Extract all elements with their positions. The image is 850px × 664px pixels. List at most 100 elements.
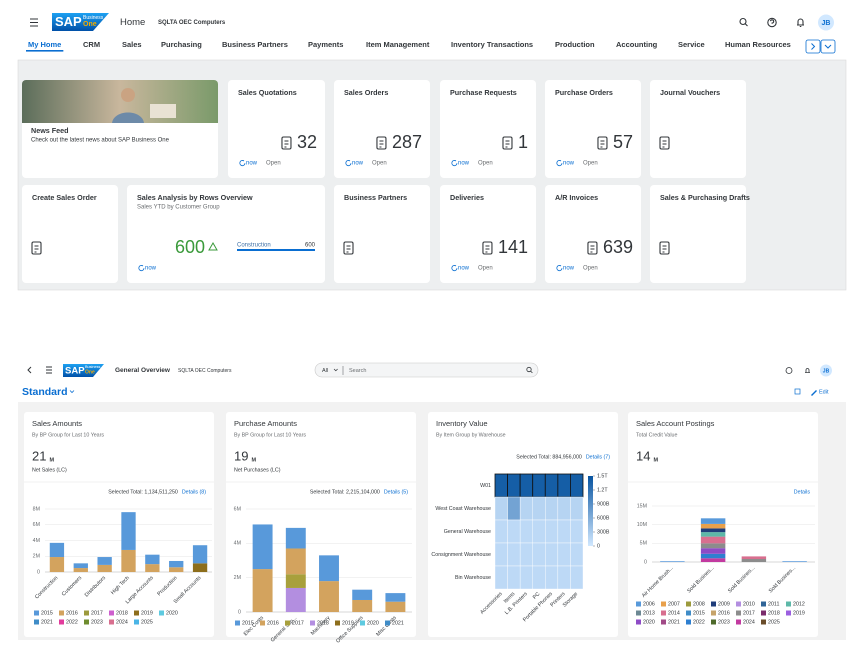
legend-label[interactable]: 2016 bbox=[66, 610, 78, 616]
bar-segment[interactable] bbox=[74, 568, 88, 572]
bar-segment[interactable] bbox=[701, 554, 725, 558]
notification-icon[interactable] bbox=[797, 19, 804, 27]
legend-label[interactable]: 2010 bbox=[743, 601, 755, 607]
tile[interactable]: Deliveries141nowOpen bbox=[440, 185, 536, 283]
tile[interactable]: Sales Orders287nowOpen bbox=[334, 80, 430, 178]
bar-segment[interactable] bbox=[701, 558, 725, 562]
legend-label[interactable]: 2023 bbox=[91, 619, 103, 625]
search-scope[interactable]: All bbox=[322, 368, 328, 374]
legend-label[interactable]: 2022 bbox=[66, 619, 78, 625]
tile-action[interactable]: Open bbox=[478, 266, 493, 272]
legend-label[interactable]: 2020 bbox=[643, 619, 655, 625]
bar-segment[interactable] bbox=[286, 574, 306, 588]
legend-label[interactable]: 2016 bbox=[718, 610, 730, 616]
card-title[interactable]: Sales Amounts bbox=[32, 419, 82, 428]
bar-segment[interactable] bbox=[145, 555, 159, 564]
bar-segment[interactable] bbox=[253, 569, 273, 612]
bar-segment[interactable] bbox=[352, 600, 372, 612]
heatmap-cell[interactable] bbox=[508, 543, 521, 566]
legend-label[interactable]: 2012 bbox=[793, 601, 805, 607]
legend-label[interactable]: 2021 bbox=[668, 619, 680, 625]
bar-segment[interactable] bbox=[782, 561, 806, 562]
bar-segment[interactable] bbox=[121, 550, 135, 572]
heatmap-cell[interactable] bbox=[558, 520, 571, 543]
bar-segment[interactable] bbox=[385, 602, 405, 612]
legend-label[interactable]: 2019 bbox=[141, 610, 153, 616]
legend-label[interactable]: 2020 bbox=[166, 610, 178, 616]
heatmap-cell[interactable] bbox=[495, 497, 508, 520]
bar-segment[interactable] bbox=[701, 518, 725, 524]
legend-label[interactable]: 2017 bbox=[743, 610, 755, 616]
bar-segment[interactable] bbox=[319, 581, 339, 612]
heatmap-cell[interactable] bbox=[545, 497, 558, 520]
bar-segment[interactable] bbox=[701, 528, 725, 532]
tile-action[interactable]: Open bbox=[583, 161, 598, 167]
heatmap-cell[interactable] bbox=[508, 474, 521, 497]
legend-label[interactable]: 2006 bbox=[643, 601, 655, 607]
tab[interactable]: Item Management bbox=[366, 40, 430, 49]
legend-label[interactable]: 2016 bbox=[267, 620, 279, 626]
tile[interactable]: Sales & Purchasing Drafts bbox=[650, 185, 750, 283]
refresh-time[interactable]: now bbox=[458, 161, 470, 167]
tab[interactable]: CRM bbox=[83, 40, 100, 49]
tile[interactable]: Sales Analysis by Rows OverviewSales YTD… bbox=[127, 185, 325, 283]
tile[interactable]: Purchase Orders57nowOpen bbox=[545, 80, 641, 178]
legend-label[interactable]: 2025 bbox=[768, 619, 780, 625]
legend-label[interactable]: 2018 bbox=[116, 610, 128, 616]
tab[interactable]: Business Partners bbox=[222, 40, 288, 49]
menu-icon[interactable] bbox=[30, 19, 38, 26]
help-icon[interactable] bbox=[786, 368, 792, 374]
card-title[interactable]: Sales Account Postings bbox=[636, 419, 715, 428]
bar-segment[interactable] bbox=[701, 537, 725, 544]
bar-segment[interactable] bbox=[286, 528, 306, 549]
tab[interactable]: Inventory Transactions bbox=[451, 40, 533, 49]
legend-label[interactable]: 2013 bbox=[643, 610, 655, 616]
tile[interactable]: A/R Invoices639nowOpen bbox=[545, 185, 641, 283]
bar-segment[interactable] bbox=[253, 524, 273, 569]
tab[interactable]: Human Resources bbox=[725, 40, 791, 49]
legend-label[interactable]: 2021 bbox=[392, 620, 404, 626]
legend-label[interactable]: 2023 bbox=[718, 619, 730, 625]
bar-segment[interactable] bbox=[701, 524, 725, 528]
bar-segment[interactable] bbox=[145, 564, 159, 572]
heatmap-cell[interactable] bbox=[520, 474, 533, 497]
tile[interactable]: Journal Vouchers bbox=[650, 80, 746, 178]
bar-segment[interactable] bbox=[742, 556, 766, 559]
legend-label[interactable]: 2022 bbox=[693, 619, 705, 625]
heatmap-cell[interactable] bbox=[558, 474, 571, 497]
tab[interactable]: Payments bbox=[308, 40, 343, 49]
heatmap-cell[interactable] bbox=[570, 474, 583, 497]
bar-segment[interactable] bbox=[169, 561, 183, 567]
heatmap-cell[interactable] bbox=[533, 566, 546, 589]
search-icon[interactable] bbox=[740, 19, 748, 27]
legend-label[interactable]: 2018 bbox=[317, 620, 329, 626]
heatmap-cell[interactable] bbox=[508, 520, 521, 543]
heatmap-cell[interactable] bbox=[520, 497, 533, 520]
bar-segment[interactable] bbox=[385, 593, 405, 602]
tile[interactable]: Create Sales Order bbox=[22, 185, 118, 283]
heatmap-cell[interactable] bbox=[520, 520, 533, 543]
tab[interactable]: Accounting bbox=[616, 40, 658, 49]
legend-label[interactable]: 2015 bbox=[41, 610, 53, 616]
heatmap-cell[interactable] bbox=[508, 497, 521, 520]
refresh-time[interactable]: now bbox=[145, 266, 157, 272]
bar-segment[interactable] bbox=[352, 590, 372, 600]
legend-label[interactable]: 2014 bbox=[668, 610, 680, 616]
legend-label[interactable]: 2025 bbox=[141, 619, 153, 625]
refresh-time[interactable]: now bbox=[563, 266, 575, 272]
card-title[interactable]: Purchase Amounts bbox=[234, 419, 297, 428]
heatmap-cell[interactable] bbox=[545, 566, 558, 589]
refresh-time[interactable]: now bbox=[458, 266, 470, 272]
edit-icon[interactable] bbox=[811, 390, 817, 396]
legend-label[interactable]: 2017 bbox=[292, 620, 304, 626]
card-title[interactable]: Inventory Value bbox=[436, 419, 488, 428]
legend-label[interactable]: 2019 bbox=[342, 620, 354, 626]
details-link[interactable]: Details (5) bbox=[384, 489, 408, 495]
bar-segment[interactable] bbox=[74, 563, 88, 568]
details-link[interactable]: Details (8) bbox=[182, 489, 206, 495]
bar-segment[interactable] bbox=[50, 543, 64, 557]
legend-label[interactable]: 2015 bbox=[693, 610, 705, 616]
legend-label[interactable]: 2018 bbox=[768, 610, 780, 616]
heatmap-cell[interactable] bbox=[545, 543, 558, 566]
legend-label[interactable]: 2015 bbox=[242, 620, 254, 626]
